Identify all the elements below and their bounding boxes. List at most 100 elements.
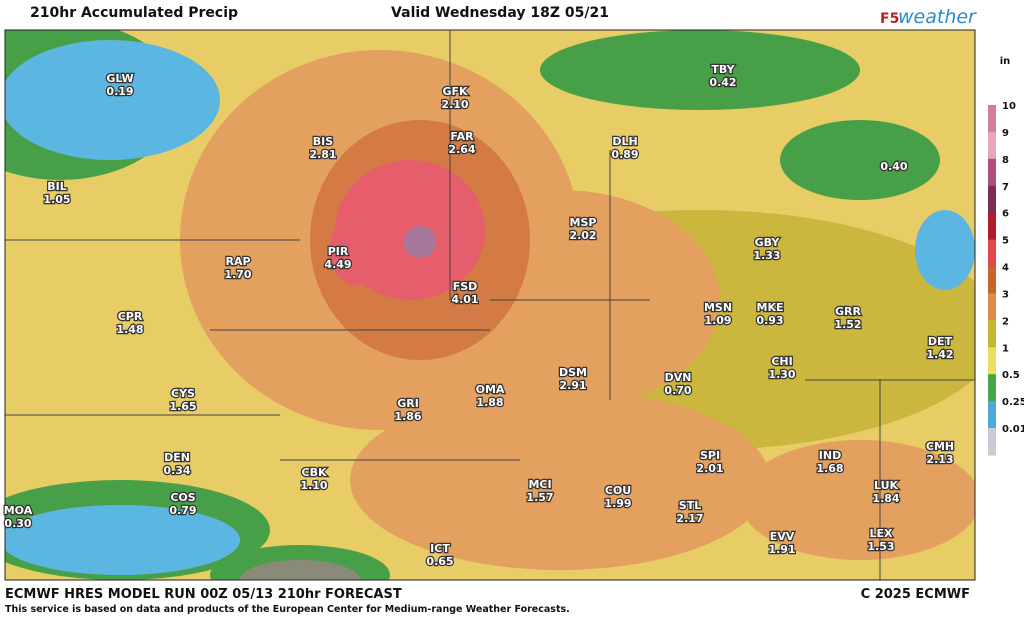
legend-swatch bbox=[988, 266, 996, 294]
station-name: GFK bbox=[442, 85, 468, 98]
station-value: 1.70 bbox=[224, 268, 251, 281]
data-notice: This service is based on data and produc… bbox=[5, 604, 570, 615]
station-value: 1.05 bbox=[43, 193, 70, 206]
station-value: 0.70 bbox=[664, 384, 691, 397]
station-value: 1.88 bbox=[476, 396, 503, 409]
station-value: 2.17 bbox=[676, 512, 703, 525]
station-name: RAP bbox=[225, 255, 250, 268]
station-value: 0.93 bbox=[756, 314, 783, 327]
logo-suffix: weather bbox=[898, 6, 977, 28]
station-name: EVV bbox=[770, 530, 795, 543]
station-value: 4.01 bbox=[451, 293, 478, 306]
station-name: CBK bbox=[302, 466, 327, 479]
station-name: CMH bbox=[926, 440, 954, 453]
station-name: SPI bbox=[700, 449, 720, 462]
station-name: LEX bbox=[869, 527, 893, 540]
station-value: 1.42 bbox=[926, 348, 953, 361]
station-name: MKE bbox=[757, 301, 784, 314]
station-name: GLW bbox=[106, 72, 133, 85]
station-value: 1.52 bbox=[834, 318, 861, 331]
station-value: 2.10 bbox=[441, 98, 468, 111]
station-value: 0.19 bbox=[106, 85, 133, 98]
station-value: 0.89 bbox=[611, 148, 638, 161]
station-value: 1.30 bbox=[768, 368, 795, 381]
legend-label: 9 bbox=[1002, 128, 1009, 139]
legend-swatch bbox=[988, 105, 996, 133]
legend-swatch bbox=[988, 320, 996, 348]
station-value: 1.48 bbox=[116, 323, 143, 336]
station-name: IND bbox=[819, 449, 841, 462]
legend-swatch bbox=[988, 401, 996, 429]
station-name: CPR bbox=[118, 310, 143, 323]
station-name: DEN bbox=[164, 451, 190, 464]
legend-unit: in bbox=[1000, 56, 1011, 67]
station-name: TBY bbox=[711, 63, 735, 76]
station-name: LUK bbox=[874, 479, 899, 492]
station-value: 1.84 bbox=[872, 492, 899, 505]
station-value: 2.91 bbox=[559, 379, 586, 392]
legend: in 10 9 8 7 6 5 4 3 2 1 0.5 0.25 0.01 bbox=[988, 56, 1024, 456]
station-value: 1.91 bbox=[768, 543, 795, 556]
station-value: 1.53 bbox=[867, 540, 894, 553]
legend-label: 0.01 bbox=[1002, 424, 1024, 435]
legend-swatch bbox=[988, 212, 996, 241]
legend-swatch bbox=[988, 239, 996, 268]
station-name: MSP bbox=[570, 216, 597, 229]
station-name: GBY bbox=[755, 236, 781, 249]
legend-swatch bbox=[988, 428, 996, 456]
station-value: 2.81 bbox=[309, 148, 336, 161]
station-value: 4.49 bbox=[324, 258, 351, 271]
station-value: 0.34 bbox=[163, 464, 190, 477]
legend-label: 10 bbox=[1002, 101, 1016, 112]
station-value: 2.01 bbox=[696, 462, 723, 475]
station-name: CYS bbox=[171, 387, 195, 400]
station-name: FAR bbox=[450, 130, 474, 143]
station-name: ICT bbox=[430, 542, 450, 555]
station-value: 1.10 bbox=[300, 479, 327, 492]
valid-time: Valid Wednesday 18Z 05/21 bbox=[391, 5, 609, 21]
legend-swatch bbox=[988, 131, 996, 160]
station-value: 1.99 bbox=[604, 497, 631, 510]
model-run: ECMWF HRES MODEL RUN 00Z 05/13 210hr FOR… bbox=[5, 587, 402, 602]
station-name: BIS bbox=[313, 135, 333, 148]
legend-swatch bbox=[988, 374, 996, 402]
legend-swatch bbox=[988, 293, 996, 321]
station-value: 2.02 bbox=[569, 229, 596, 242]
station-value: 2.64 bbox=[448, 143, 475, 156]
station-name: DLH bbox=[612, 135, 637, 148]
station-value: 0.42 bbox=[709, 76, 736, 89]
station-name: DET bbox=[928, 335, 953, 348]
station-value: 0.40 bbox=[880, 160, 907, 173]
station-name: MOA bbox=[4, 504, 33, 517]
station-value: 0.65 bbox=[426, 555, 453, 568]
station-name: BIL bbox=[47, 180, 67, 193]
legend-label: 2 bbox=[1002, 316, 1009, 327]
legend-label: 8 bbox=[1002, 155, 1009, 166]
legend-swatch bbox=[988, 185, 996, 214]
station-name: DVN bbox=[665, 371, 692, 384]
station-value: 2.13 bbox=[926, 453, 953, 466]
station-value: 0.30 bbox=[4, 517, 31, 530]
station-value: 1.57 bbox=[526, 491, 553, 504]
station-name: CHI bbox=[771, 355, 792, 368]
legend-label: 4 bbox=[1002, 263, 1009, 274]
legend-swatch bbox=[988, 347, 996, 375]
station-value: 1.09 bbox=[704, 314, 731, 327]
map bbox=[4, 29, 976, 581]
legend-swatch bbox=[988, 158, 996, 187]
legend-label: 7 bbox=[1002, 182, 1009, 193]
station-value: 1.86 bbox=[394, 410, 421, 423]
station-name: COS bbox=[170, 491, 195, 504]
map-title: 210hr Accumulated Precip bbox=[30, 5, 238, 21]
logo-prefix: F5 bbox=[880, 11, 899, 27]
station-value: 1.65 bbox=[169, 400, 196, 413]
station-name: PIR bbox=[328, 245, 349, 258]
station-name: FSD bbox=[453, 280, 478, 293]
copyright: C 2025 ECMWF bbox=[861, 587, 970, 602]
legend-label: 0.25 bbox=[1002, 397, 1024, 408]
legend-label: 5 bbox=[1002, 236, 1009, 247]
stations: GLW0.19BIL1.05BIS2.81GFK2.10FAR2.64DLH0.… bbox=[2, 62, 955, 570]
station-value: 1.68 bbox=[816, 462, 843, 475]
legend-label: 3 bbox=[1002, 289, 1009, 300]
